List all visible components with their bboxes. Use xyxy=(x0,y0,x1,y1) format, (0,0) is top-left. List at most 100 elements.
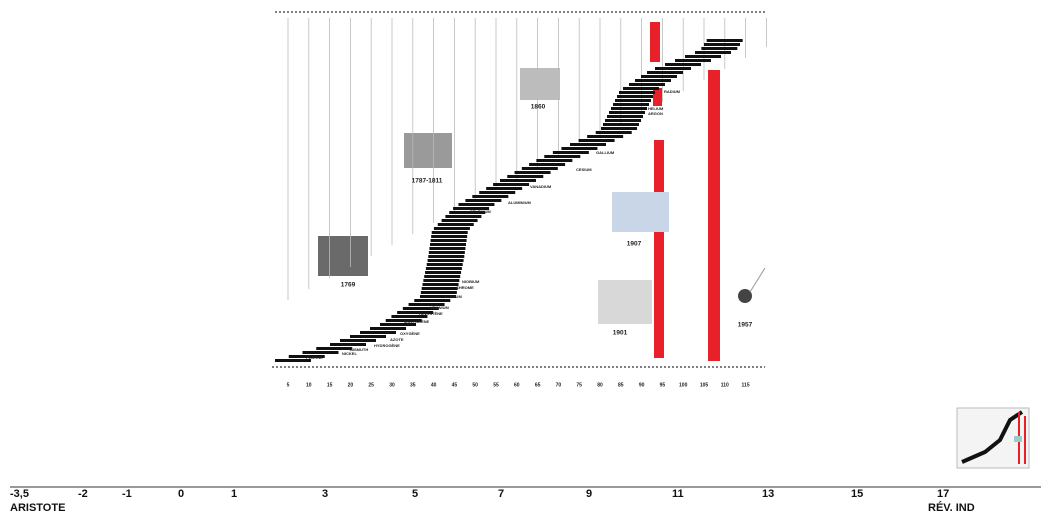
thumbnail-red xyxy=(1024,416,1026,464)
step-bar xyxy=(422,287,458,290)
red-bar xyxy=(650,22,660,62)
step-bar xyxy=(458,203,494,206)
photo-steamboat xyxy=(404,133,452,168)
element-label: NICKEL xyxy=(342,351,357,356)
axis-number: 60 xyxy=(514,382,520,388)
element-label: URANIUM xyxy=(430,305,450,310)
thumbnail-photo xyxy=(1014,436,1022,442)
step-bar xyxy=(675,59,711,62)
step-bar xyxy=(430,243,466,246)
timeline-label: 7 xyxy=(498,488,504,500)
step-bar xyxy=(429,247,465,250)
step-bar xyxy=(596,131,632,134)
axis-number: 95 xyxy=(660,382,666,388)
red-bar xyxy=(654,140,664,358)
axis-number: 40 xyxy=(431,382,437,388)
timeline-label: 17 xyxy=(937,488,949,500)
step-bar xyxy=(515,171,551,174)
step-bar xyxy=(665,63,701,66)
element-label: AZOTE xyxy=(390,337,404,342)
axis-number: 25 xyxy=(368,382,374,388)
step-bar xyxy=(442,219,478,222)
timeline-label: 1 xyxy=(231,488,237,500)
element-label: HYDROGÈNE xyxy=(374,343,400,348)
axis-number: 90 xyxy=(639,382,645,388)
step-bar xyxy=(561,147,597,150)
step-bar xyxy=(641,75,677,78)
timeline-label: 9 xyxy=(586,488,592,500)
element-label: ALUMINIUM xyxy=(508,200,532,205)
step-bar xyxy=(330,343,366,346)
step-bar xyxy=(428,255,464,258)
axis-number: 10 xyxy=(306,382,312,388)
step-bar xyxy=(615,99,651,102)
timeline-end: RÉV. IND xyxy=(928,501,975,514)
axis-number: 70 xyxy=(556,382,562,388)
axis-number: 110 xyxy=(721,382,729,388)
step-bar xyxy=(529,163,565,166)
step-bar xyxy=(507,175,543,178)
antenna xyxy=(750,268,765,292)
step-bar xyxy=(432,231,468,234)
axis-number: 5 xyxy=(287,382,290,388)
timeline-label: 3 xyxy=(322,488,328,500)
step-bar xyxy=(465,199,501,202)
year-label: 1860 xyxy=(531,104,546,111)
axis-number: 50 xyxy=(472,382,478,388)
step-bar xyxy=(414,299,450,302)
axis-number: 85 xyxy=(618,382,624,388)
red-bar xyxy=(708,70,720,361)
timeline-label: -3,5 xyxy=(10,488,29,500)
element-label: GALLIUM xyxy=(596,150,615,155)
timeline-label: -1 xyxy=(122,488,132,500)
axis-number: 15 xyxy=(327,382,333,388)
axis-number: 115 xyxy=(742,382,750,388)
element-label: CHROME xyxy=(456,285,474,290)
element-label: RADIUM xyxy=(664,89,681,94)
step-bar xyxy=(613,103,649,106)
step-bar xyxy=(704,43,740,46)
step-bar xyxy=(609,111,645,114)
year-label: 1901 xyxy=(613,330,628,337)
timeline-start: ARISTOTE xyxy=(10,502,65,514)
step-bar xyxy=(611,107,647,110)
step-bar xyxy=(655,67,691,70)
axis-number: 45 xyxy=(452,382,458,388)
step-bar xyxy=(350,335,386,338)
timeline-label: -2 xyxy=(78,488,88,500)
step-bar xyxy=(425,271,461,274)
step-bar xyxy=(707,39,743,42)
axis-number: 20 xyxy=(348,382,354,388)
step-bar xyxy=(426,267,462,270)
axis-number: 55 xyxy=(493,382,499,388)
step-bar xyxy=(553,151,589,154)
step-bar xyxy=(603,123,639,126)
element-label: OXYGÈNE xyxy=(400,331,420,336)
step-bar xyxy=(635,79,671,82)
step-bar xyxy=(472,195,508,198)
element-label: MOLYBDÈNE xyxy=(404,319,430,324)
axis-number: 80 xyxy=(597,382,603,388)
element-label: CESIUM xyxy=(576,167,592,172)
step-bar xyxy=(428,259,464,262)
step-bar xyxy=(360,331,396,334)
step-bar xyxy=(486,187,522,190)
page: 5101520253035404550556065707580859095100… xyxy=(0,0,1041,515)
step-bar xyxy=(601,127,637,130)
timeline-label: 15 xyxy=(851,488,863,500)
element-label: VANADIUM xyxy=(530,184,552,189)
photo-sputnik xyxy=(738,289,752,303)
step-bar xyxy=(607,115,643,118)
step-bar xyxy=(685,55,721,58)
axis-number: 30 xyxy=(389,382,395,388)
thumbnail[interactable] xyxy=(957,408,1029,468)
timeline-label: 0 xyxy=(178,488,184,500)
step-bar xyxy=(438,223,474,226)
step-bar xyxy=(316,347,352,350)
element-label: ARGON xyxy=(648,111,663,116)
step-bar xyxy=(431,239,467,242)
step-bar xyxy=(479,191,515,194)
step-bar xyxy=(605,119,641,122)
step-bar xyxy=(623,87,659,90)
